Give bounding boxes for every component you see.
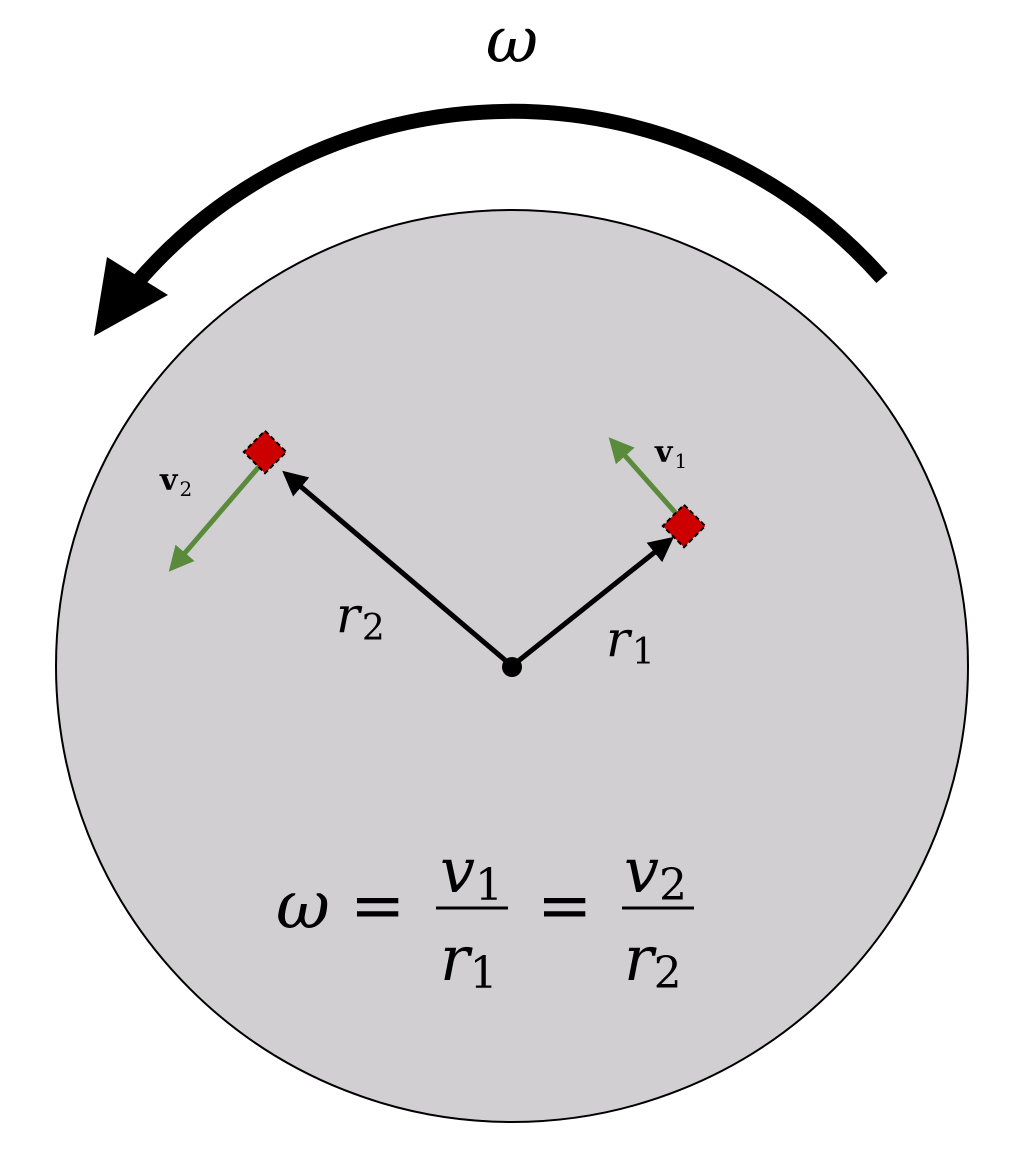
velocity-vector-v2 [168,460,265,572]
radius-vector-r1 [510,536,674,668]
radius-vector-r2 [282,470,514,668]
fraction-1-numerator: v1 [440,834,503,911]
mass-2 [242,429,288,475]
equation-equals-1: = [350,867,405,944]
rotation-arrow-arc [129,103,888,290]
label-r1: r1 [606,610,655,673]
fraction-1-denominator: r1 [440,922,498,999]
rotation-arrow-head [94,257,168,336]
fraction-2-numerator: v2 [624,834,687,911]
equation-equals-2: = [537,867,592,944]
label-r2: r2 [336,586,385,649]
angular-velocity-equation: ω = v1 r1 = v2 r2 [276,834,694,999]
velocity-vector-v1 [608,437,683,521]
fraction-2-denominator: r2 [624,922,682,999]
equation-lhs: ω [276,867,330,944]
omega-label: ω [486,4,538,78]
disk-center-point [502,657,522,677]
